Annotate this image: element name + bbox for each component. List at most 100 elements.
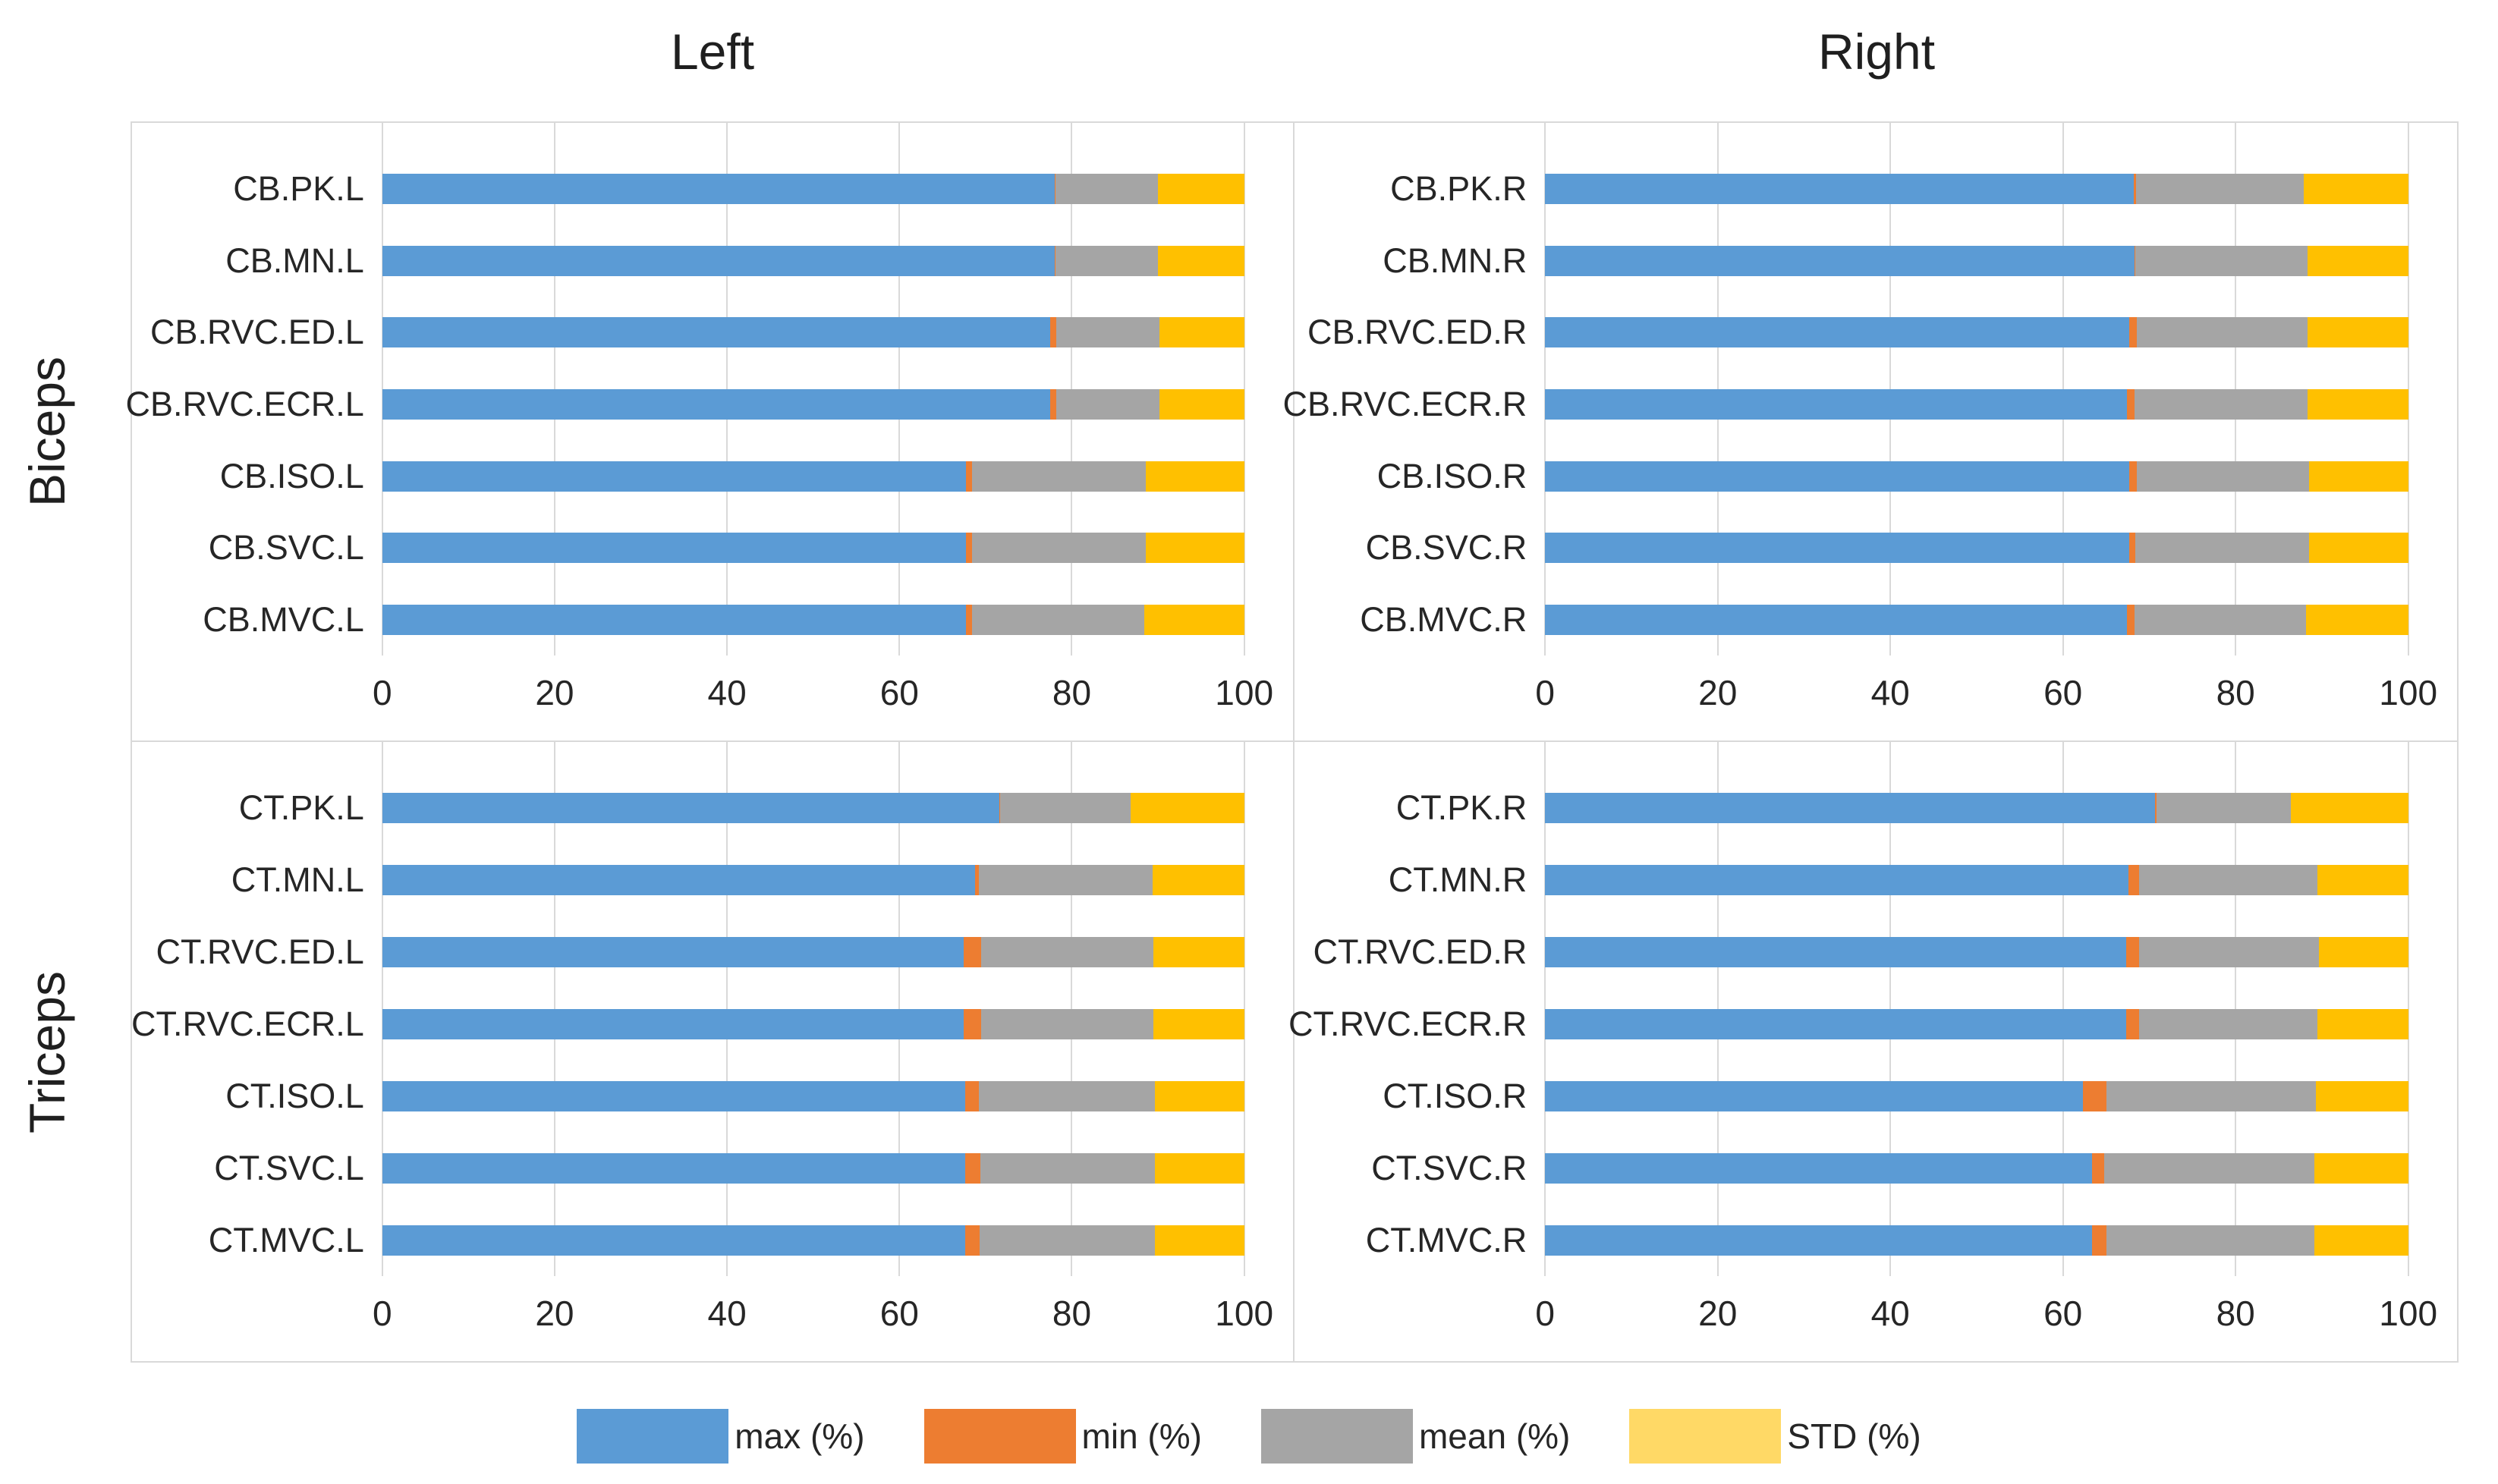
- bar-segment-max: [382, 245, 1055, 276]
- legend-swatch-mean: [1260, 1409, 1413, 1464]
- row-label-CT.MVC.L: CT.MVC.L: [208, 1220, 364, 1259]
- bar-segment-max: [1545, 317, 2130, 348]
- bar-row: [382, 369, 1244, 441]
- bar-segment-std: [2307, 317, 2408, 348]
- bar-segment-std: [2314, 1225, 2408, 1256]
- x-axis-tick-label: 80: [1052, 1294, 1092, 1333]
- bar-segment-mean: [2104, 1152, 2314, 1184]
- bar-segment-mean: [2137, 317, 2308, 348]
- x-axis-tick-label: 60: [2043, 673, 2083, 712]
- bar-segment-min: [2128, 865, 2139, 896]
- legend-label-max: max (%): [735, 1416, 865, 1456]
- stacked-bar-CB.RVC.ED.L: [382, 317, 1244, 348]
- row-label-CT.SVC.R: CT.SVC.R: [1371, 1148, 1527, 1187]
- bar-row: [1545, 153, 2408, 225]
- bar-row: [382, 916, 1244, 989]
- stacked-bar-CT.MVC.R: [1545, 1225, 2408, 1256]
- bar-segment-max: [382, 865, 976, 896]
- bar-segment-mean: [979, 1225, 1155, 1256]
- bar-segment-min: [2125, 937, 2139, 968]
- plot-body: CB.PK.R CB.MN.R CB.RVC.ED.R CB.RVC.ECR.R CB.…: [1282, 123, 2409, 656]
- bar-row: [382, 297, 1244, 369]
- x-axis-tick-label: 20: [535, 673, 574, 712]
- bar-segment-min: [964, 1152, 981, 1184]
- row-label-CB.PK.R: CB.PK.R: [1390, 169, 1527, 209]
- stacked-bar-CB.ISO.R: [1545, 461, 2408, 492]
- bar-segment-mean: [981, 1009, 1154, 1039]
- category-labels: CB.PK.L CB.MN.L CB.RVC.ED.L CB.RVC.ECR.L CB.…: [126, 153, 382, 656]
- gridline: [381, 123, 383, 656]
- stacked-bar-CB.SVC.L: [382, 533, 1244, 564]
- bar-segment-min: [2155, 793, 2157, 824]
- stacked-bar-CT.PK.R: [1545, 793, 2408, 824]
- bar-row: [382, 1204, 1244, 1276]
- x-axis: 0 20 40 60 80 100: [132, 1276, 1273, 1361]
- bar-segment-std: [2308, 533, 2408, 564]
- bar-segment-min: [1050, 317, 1057, 348]
- row-label-CB.MN.L: CB.MN.L: [225, 241, 364, 280]
- panel-biceps-right: CB.PK.R CB.MN.R CB.RVC.ED.R CB.RVC.ECR.R CB.…: [1282, 123, 2457, 742]
- x-axis-ticks: 0 20 40 60 80 100: [1535, 656, 2437, 740]
- plot-body: CT.PK.R CT.MN.R CT.RVC.ED.R CT.RVC.ECR.R CT.…: [1288, 742, 2409, 1276]
- bar-segment-mean: [2138, 937, 2320, 968]
- stacked-bar-CB.SVC.R: [1545, 533, 2408, 564]
- stacked-bar-CB.RVC.ECR.R: [1545, 389, 2408, 420]
- bar-segment-mean: [971, 604, 1144, 635]
- row-label-CT.ISO.L: CT.ISO.L: [225, 1076, 364, 1115]
- x-axis-tick-label: 20: [1698, 673, 1738, 712]
- row-label-CT.MN.L: CT.MN.L: [231, 860, 364, 900]
- bar-segment-mean: [2136, 174, 2304, 205]
- row-label-CB.MVC.R: CB.MVC.R: [1360, 599, 1527, 639]
- row-label-CB.MVC.L: CB.MVC.L: [203, 599, 364, 639]
- panels-grid: CB.PK.L CB.MN.L CB.RVC.ED.L CB.RVC.ECR.L CB.…: [126, 121, 2459, 1363]
- x-axis-tick-label: 20: [535, 1294, 574, 1333]
- bar-segment-std: [1154, 1080, 1244, 1111]
- bar-segment-max: [1545, 533, 2130, 564]
- bar-row: [1545, 844, 2408, 916]
- bars-area: [1545, 772, 2408, 1276]
- bar-row: [1545, 916, 2408, 989]
- bar-segment-max: [382, 1080, 965, 1111]
- bar-segment-std: [1146, 533, 1244, 564]
- bar-row: [1545, 440, 2408, 512]
- bars-area: [382, 153, 1244, 656]
- bar-segment-max: [382, 793, 1000, 824]
- bar-segment-std: [2314, 1152, 2408, 1184]
- gridline: [1243, 123, 1245, 656]
- bar-row: [1545, 225, 2408, 297]
- x-axis: 0 20 40 60 80 100: [132, 656, 1273, 740]
- stacked-bar-CT.RVC.ECR.L: [382, 1009, 1244, 1039]
- bar-segment-mean: [1000, 793, 1131, 824]
- bar-segment-max: [1545, 604, 2127, 635]
- bar-segment-max: [1545, 937, 2126, 968]
- stacked-bar-CT.SVC.L: [382, 1152, 1244, 1184]
- legend-swatch-std: [1629, 1409, 1782, 1464]
- bar-row: [382, 512, 1244, 584]
- bar-segment-min: [2133, 174, 2137, 205]
- x-axis-tick-label: 40: [1870, 1294, 1910, 1333]
- bar-segment-max: [1545, 865, 2129, 896]
- stacked-bar-CT.RVC.ED.L: [382, 937, 1244, 968]
- bar-row: [1545, 583, 2408, 656]
- bar-row: [382, 1132, 1244, 1204]
- bar-segment-max: [1545, 793, 2156, 824]
- bar-row: [382, 440, 1244, 512]
- stacked-bar-CT.PK.L: [382, 793, 1244, 824]
- bar-segment-min: [965, 533, 972, 564]
- column-title-right: Right: [1817, 24, 1936, 80]
- row-label-CT.ISO.R: CT.ISO.R: [1383, 1076, 1527, 1115]
- bar-segment-max: [1545, 1009, 2126, 1039]
- bar-segment-min: [975, 865, 979, 896]
- axis-spacer: [132, 1276, 382, 1361]
- bar-segment-min: [2129, 533, 2136, 564]
- legend-item-mean: mean (%): [1260, 1409, 1570, 1464]
- bar-segment-max: [1545, 245, 2135, 276]
- bar-segment-min: [2129, 317, 2138, 348]
- gridline: [2062, 123, 2064, 656]
- bar-row: [1545, 989, 2408, 1061]
- stacked-bar-CB.PK.L: [382, 174, 1244, 205]
- bar-segment-mean: [2138, 865, 2318, 896]
- bar-segment-mean: [2135, 245, 2308, 276]
- bar-segment-max: [1545, 1225, 2093, 1256]
- x-axis-tick-label: 100: [1215, 1294, 1274, 1333]
